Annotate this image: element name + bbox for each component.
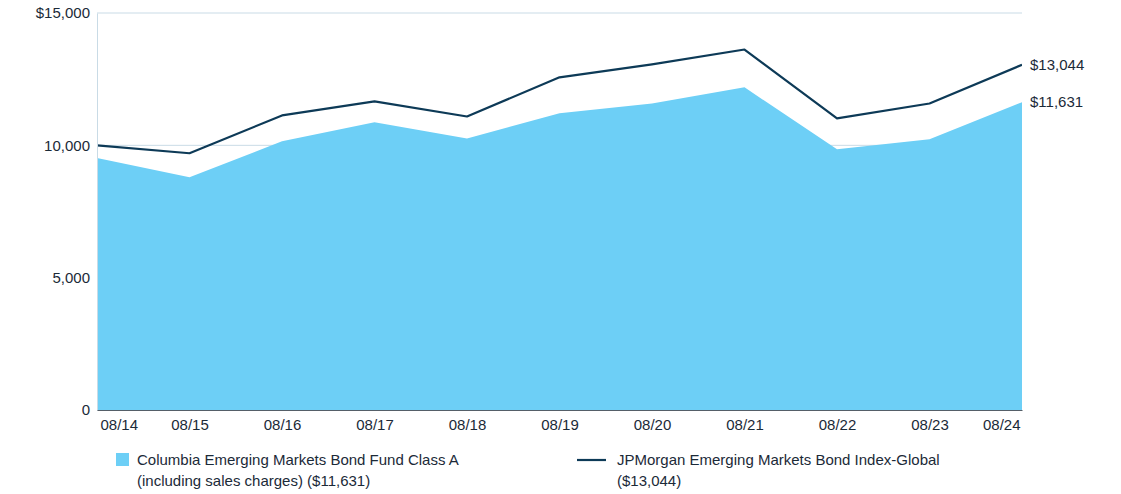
y-axis: 0 5,000 10,000 $15,000 (36, 4, 98, 418)
tick-label: $15,000 (36, 4, 90, 21)
tick-label: 0 (82, 401, 90, 418)
tick: 08/17 (356, 410, 394, 433)
data-label: $11,631 (1030, 93, 1083, 110)
tick: 08/15 (171, 410, 209, 433)
tick: 08/23 (911, 410, 949, 433)
tick: 10,000 (44, 137, 97, 154)
tick: 08/14 (98, 410, 139, 433)
marks (97, 50, 1022, 410)
grid (97, 13, 1022, 410)
x-axis: 08/14 08/15 08/16 08/17 08/18 08/19 08/20 08/21… (98, 410, 1023, 433)
legend-label: Columbia Emerging Markets Bond Fund Clas… (137, 451, 459, 488)
tick: 08/24 (983, 410, 1023, 433)
tick: 08/21 (726, 410, 764, 433)
tick: 0 (82, 401, 97, 418)
tick-label: 5,000 (52, 269, 90, 286)
tick-label: 08/14 (101, 416, 139, 433)
legend-label: JPMorgan Emerging Markets Bond Index-Glo… (617, 451, 940, 488)
tick: 08/20 (634, 410, 672, 433)
legend-item: Columbia Emerging Markets Bond Fund Clas… (116, 451, 459, 488)
data-label: $13,044 (1030, 56, 1084, 73)
tick-label: 08/16 (264, 416, 302, 433)
grid-line (97, 13, 1022, 14)
tick: 5,000 (52, 269, 97, 286)
tick: 08/16 (264, 410, 302, 433)
tick-label: 08/18 (449, 416, 487, 433)
legend-swatch (577, 459, 606, 461)
tick-label: 08/20 (634, 416, 672, 433)
tick-label: 08/17 (356, 416, 394, 433)
tick-label: 08/23 (911, 416, 949, 433)
legend-item: JPMorgan Emerging Markets Bond Index-Glo… (577, 451, 940, 488)
chart: 05,00010,000$15,00008/1408/1508/1608/170… (0, 0, 1121, 494)
tick-label: 08/15 (171, 416, 209, 433)
legend: Columbia Emerging Markets Bond Fund Clas… (116, 451, 940, 488)
line (97, 50, 1022, 154)
area (97, 87, 1022, 410)
tick-label: 10,000 (44, 137, 90, 154)
tick: $15,000 (36, 4, 97, 21)
axis-line (98, 410, 1023, 411)
tick-label: 08/22 (819, 416, 857, 433)
tick-label: 08/19 (541, 416, 579, 433)
axis-line (97, 14, 98, 411)
tick: 08/19 (541, 410, 579, 433)
tick-label: 08/21 (726, 416, 764, 433)
data-labels: $11,631 $13,044 (1030, 56, 1084, 110)
tick-label: 08/24 (983, 416, 1021, 433)
legend-swatch (116, 453, 129, 466)
tick: 08/22 (819, 410, 857, 433)
tick: 08/18 (449, 410, 487, 433)
